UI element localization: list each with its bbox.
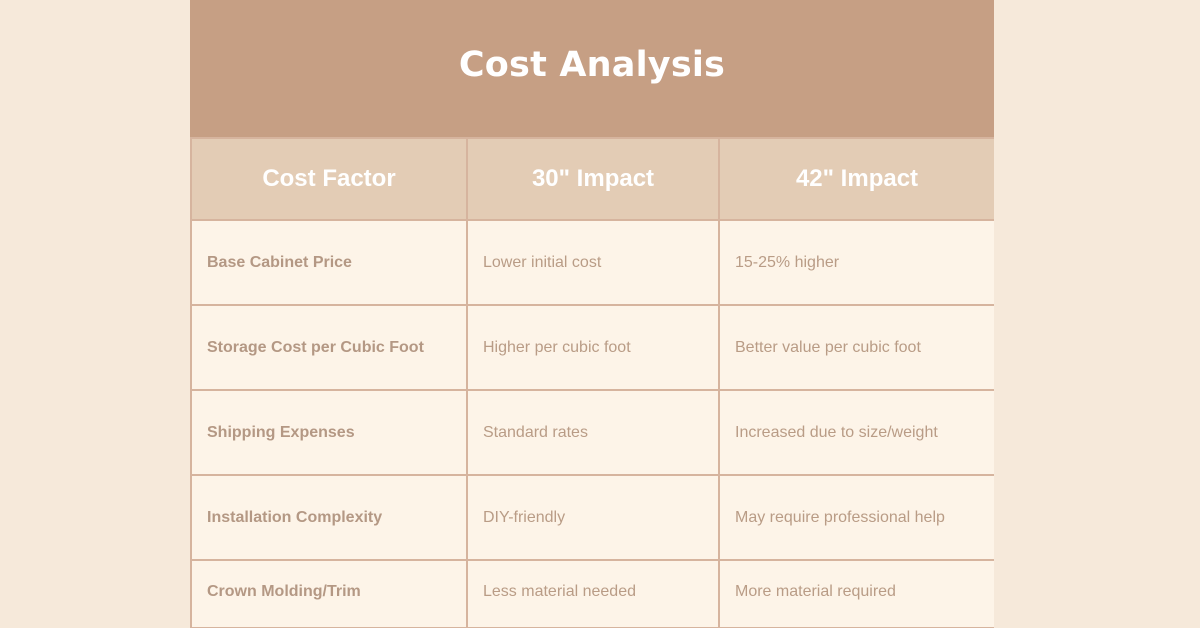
title-banner: Cost Analysis <box>190 0 994 137</box>
impact-42-cell: May require professional help <box>718 474 994 561</box>
table-row: Installation Complexity DIY-friendly May… <box>190 474 994 561</box>
table-row: Storage Cost per Cubic Foot Higher per c… <box>190 304 994 391</box>
table-row: Base Cabinet Price Lower initial cost 15… <box>190 219 994 306</box>
impact-30-cell: DIY-friendly <box>466 474 720 561</box>
cost-factor-cell: Base Cabinet Price <box>190 219 468 306</box>
cost-factor-cell: Crown Molding/Trim <box>190 559 468 628</box>
column-header-42-impact: 42" Impact <box>718 137 994 221</box>
impact-42-cell: Better value per cubic foot <box>718 304 994 391</box>
table-row: Shipping Expenses Standard rates Increas… <box>190 389 994 476</box>
cost-factor-cell: Installation Complexity <box>190 474 468 561</box>
cost-comparison-table: Cost Factor 30" Impact 42" Impact Base C… <box>190 137 994 628</box>
impact-30-cell: Less material needed <box>466 559 720 628</box>
impact-30-cell: Higher per cubic foot <box>466 304 720 391</box>
impact-30-cell: Lower initial cost <box>466 219 720 306</box>
impact-42-cell: 15-25% higher <box>718 219 994 306</box>
cost-factor-cell: Shipping Expenses <box>190 389 468 476</box>
table-header-row: Cost Factor 30" Impact 42" Impact <box>190 137 994 221</box>
page-title: Cost Analysis <box>458 44 726 85</box>
column-header-30-impact: 30" Impact <box>466 137 720 221</box>
table-row: Crown Molding/Trim Less material needed … <box>190 559 994 628</box>
column-header-cost-factor: Cost Factor <box>190 137 468 221</box>
impact-42-cell: Increased due to size/weight <box>718 389 994 476</box>
impact-42-cell: More material required <box>718 559 994 628</box>
cost-analysis-card: Cost Analysis Cost Factor 30" Impact 42"… <box>190 0 994 628</box>
cost-factor-cell: Storage Cost per Cubic Foot <box>190 304 468 391</box>
impact-30-cell: Standard rates <box>466 389 720 476</box>
